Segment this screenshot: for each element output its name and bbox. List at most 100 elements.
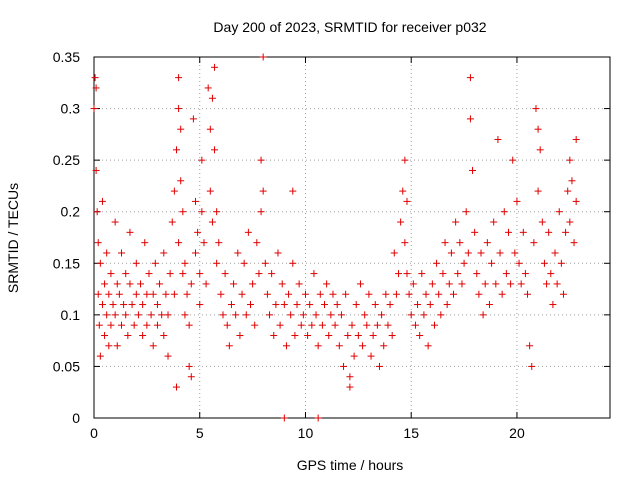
data-point bbox=[502, 270, 510, 278]
data-point bbox=[369, 331, 377, 339]
data-point bbox=[424, 342, 432, 350]
data-point bbox=[340, 362, 348, 370]
y-tick-label: 0.2 bbox=[61, 204, 81, 220]
data-point bbox=[403, 270, 411, 278]
data-point bbox=[126, 280, 134, 288]
data-point bbox=[175, 74, 183, 82]
data-point bbox=[566, 156, 574, 164]
data-point bbox=[117, 321, 125, 329]
data-point bbox=[528, 362, 536, 370]
data-point bbox=[310, 270, 318, 278]
data-point bbox=[395, 270, 403, 278]
x-tick-label: 0 bbox=[90, 425, 98, 441]
data-point bbox=[447, 249, 455, 257]
data-point bbox=[274, 249, 282, 257]
data-point bbox=[175, 105, 183, 113]
data-point bbox=[156, 280, 164, 288]
data-point bbox=[473, 270, 481, 278]
data-point bbox=[469, 166, 477, 174]
data-point bbox=[515, 259, 523, 267]
data-point bbox=[507, 280, 515, 288]
data-point bbox=[289, 187, 297, 195]
data-point bbox=[244, 228, 252, 236]
data-point bbox=[187, 373, 195, 381]
data-point bbox=[564, 187, 572, 195]
data-point bbox=[445, 280, 453, 288]
data-point bbox=[466, 74, 474, 82]
data-point bbox=[454, 270, 462, 278]
data-point bbox=[137, 280, 145, 288]
data-point bbox=[124, 331, 132, 339]
data-point bbox=[246, 301, 254, 309]
data-point bbox=[263, 290, 271, 298]
data-point bbox=[192, 197, 200, 205]
data-point bbox=[280, 301, 288, 309]
data-point bbox=[568, 177, 576, 185]
data-point bbox=[414, 301, 422, 309]
y-tick-label: 0.25 bbox=[53, 152, 80, 168]
data-point bbox=[301, 290, 309, 298]
data-point bbox=[524, 290, 532, 298]
data-point bbox=[359, 342, 367, 350]
data-point bbox=[143, 321, 151, 329]
data-point bbox=[329, 290, 337, 298]
data-point bbox=[257, 208, 265, 216]
data-point bbox=[287, 311, 295, 319]
data-point bbox=[143, 290, 151, 298]
data-point bbox=[211, 146, 219, 154]
data-point bbox=[236, 331, 244, 339]
data-point bbox=[117, 249, 125, 257]
data-point bbox=[367, 352, 375, 360]
y-tick-label: 0.35 bbox=[53, 49, 80, 65]
data-point bbox=[122, 270, 130, 278]
data-point bbox=[101, 331, 109, 339]
data-point bbox=[331, 321, 339, 329]
data-point bbox=[153, 321, 161, 329]
data-point bbox=[175, 239, 183, 247]
data-point bbox=[392, 290, 400, 298]
data-point bbox=[113, 280, 121, 288]
data-point bbox=[490, 218, 498, 226]
data-point bbox=[382, 290, 390, 298]
data-point bbox=[96, 352, 104, 360]
data-point bbox=[443, 301, 451, 309]
data-point bbox=[128, 301, 136, 309]
data-point bbox=[401, 156, 409, 164]
data-point bbox=[401, 239, 409, 247]
data-point bbox=[344, 331, 352, 339]
data-point bbox=[439, 270, 447, 278]
data-point bbox=[270, 331, 278, 339]
data-point bbox=[196, 270, 204, 278]
data-point bbox=[206, 187, 214, 195]
data-point bbox=[198, 156, 206, 164]
data-point bbox=[557, 259, 565, 267]
data-point bbox=[251, 321, 259, 329]
data-point bbox=[120, 301, 128, 309]
data-point bbox=[289, 259, 297, 267]
data-point bbox=[291, 331, 299, 339]
data-point bbox=[234, 249, 242, 257]
data-point bbox=[416, 331, 424, 339]
data-point bbox=[225, 342, 233, 350]
data-point bbox=[95, 321, 103, 329]
data-point bbox=[162, 290, 170, 298]
data-point bbox=[521, 270, 529, 278]
x-tick-labels: 0 5 10 15 20 bbox=[90, 425, 525, 441]
data-point bbox=[280, 414, 288, 422]
data-point bbox=[253, 239, 261, 247]
data-point bbox=[206, 125, 214, 133]
data-point bbox=[98, 301, 106, 309]
data-point bbox=[94, 239, 102, 247]
data-point bbox=[566, 218, 574, 226]
data-point bbox=[547, 270, 555, 278]
data-point bbox=[164, 311, 172, 319]
data-point bbox=[160, 249, 168, 257]
data-point bbox=[179, 270, 187, 278]
data-point bbox=[411, 321, 419, 329]
data-point bbox=[572, 197, 580, 205]
data-point bbox=[192, 249, 200, 257]
data-point bbox=[295, 280, 303, 288]
data-point bbox=[132, 259, 140, 267]
data-point bbox=[352, 301, 360, 309]
data-point bbox=[361, 311, 369, 319]
